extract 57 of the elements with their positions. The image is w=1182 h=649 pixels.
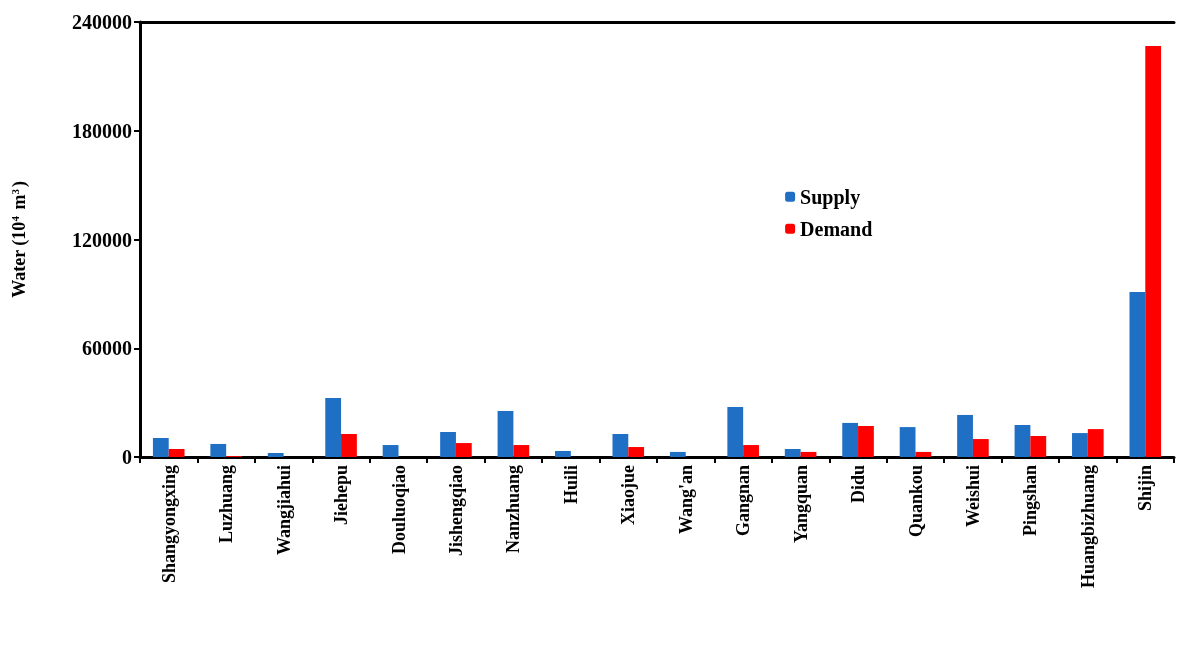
bar bbox=[455, 443, 472, 457]
bar bbox=[784, 449, 801, 457]
x-tick-label: Xiaojue bbox=[618, 465, 639, 525]
legend-label: Demand bbox=[800, 217, 873, 240]
x-tick-label: Huangbizhuang bbox=[1077, 465, 1098, 589]
legend-label: Supply bbox=[800, 185, 861, 209]
x-tick-label: Quankou bbox=[905, 465, 926, 538]
y-tick-label: 60000 bbox=[82, 337, 132, 360]
bar bbox=[612, 433, 629, 457]
x-tick-label: Wang'an bbox=[675, 465, 696, 535]
y-tick-label: 0 bbox=[122, 446, 132, 468]
x-tick-label: Gangnan bbox=[733, 465, 754, 537]
bar bbox=[842, 422, 859, 457]
bar bbox=[628, 447, 645, 457]
bar bbox=[325, 398, 342, 457]
bar bbox=[497, 410, 514, 457]
x-tick-label: Shangyongxing bbox=[158, 465, 179, 584]
bar bbox=[1014, 424, 1031, 457]
bar bbox=[1087, 429, 1104, 457]
x-tick-label: Pingshan bbox=[1020, 465, 1041, 537]
bar bbox=[858, 426, 874, 457]
bar bbox=[727, 406, 744, 457]
bar bbox=[1030, 435, 1047, 457]
y-tick-label: 180000 bbox=[72, 119, 132, 142]
bar bbox=[267, 453, 284, 457]
bar bbox=[669, 451, 686, 457]
x-tick-label: Weishui bbox=[962, 465, 983, 528]
bar bbox=[915, 451, 932, 457]
x-tick-label: Jishengqiao bbox=[445, 465, 466, 557]
bar bbox=[800, 451, 817, 457]
bar bbox=[341, 433, 357, 457]
bar bbox=[440, 431, 456, 457]
bar bbox=[168, 449, 185, 457]
bar bbox=[513, 445, 530, 457]
x-tick-label: Wangjiahui bbox=[273, 465, 294, 556]
x-tick-label: Nanzhuang bbox=[503, 465, 524, 554]
x-tick-label: Didu bbox=[848, 465, 869, 504]
bar bbox=[899, 427, 916, 457]
x-tick-label: Douluoqiao bbox=[388, 465, 409, 555]
x-tick-label: Jiehepu bbox=[331, 465, 352, 526]
bar bbox=[1145, 45, 1162, 457]
y-tick-label: 120000 bbox=[72, 228, 132, 251]
y-axis-title: Water (104 m3) bbox=[8, 181, 30, 298]
bar bbox=[972, 439, 989, 457]
bar bbox=[957, 414, 973, 457]
bar bbox=[1072, 433, 1088, 457]
bar bbox=[555, 451, 571, 457]
x-tick-label: Shijin bbox=[1135, 465, 1156, 512]
x-tick-label: Yangquan bbox=[790, 465, 811, 544]
bar bbox=[743, 445, 759, 457]
x-tick-label: Huili bbox=[560, 465, 581, 505]
bar bbox=[210, 443, 227, 457]
bar bbox=[1129, 292, 1146, 457]
x-tick-label: Luzhuang bbox=[216, 465, 237, 544]
bar bbox=[152, 437, 169, 457]
bar bbox=[382, 445, 399, 457]
y-tick-label: 240000 bbox=[72, 11, 132, 33]
